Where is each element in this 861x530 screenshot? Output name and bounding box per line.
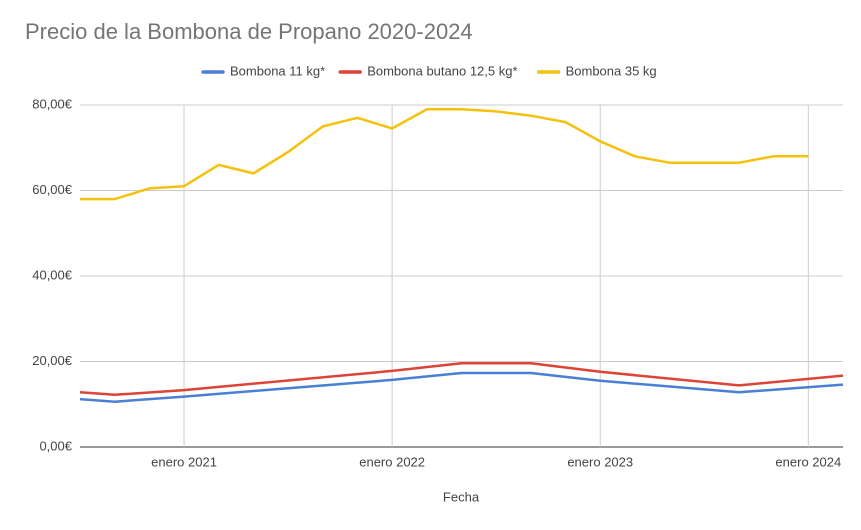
chart-title: Precio de la Bombona de Propano 2020-202… [25,19,473,44]
legend-label: Bombona 35 kg [566,63,657,78]
x-tick-label: enero 2022 [359,454,425,469]
series-line [79,371,844,403]
x-tick-label: enero 2021 [151,454,217,469]
x-tick-label: enero 2023 [567,454,633,469]
x-axis-title: Fecha [443,489,480,504]
y-tick-label: 60,00€ [32,182,73,197]
x-tick-label: enero 2024 [775,454,841,469]
series-line [79,361,844,397]
y-tick-label: 20,00€ [32,353,73,368]
y-tick-label: 40,00€ [32,267,73,282]
legend-label: Bombona 11 kg* [230,63,325,78]
y-tick-label: 0,00€ [39,438,72,453]
legend-label: Bombona butano 12,5 kg* [367,63,517,78]
series-line [80,108,809,201]
y-tick-label: 80,00€ [32,96,73,111]
